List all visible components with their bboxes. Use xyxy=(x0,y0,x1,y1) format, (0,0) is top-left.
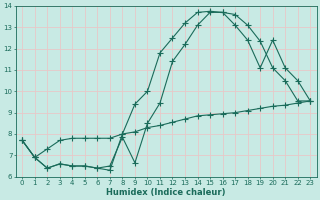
X-axis label: Humidex (Indice chaleur): Humidex (Indice chaleur) xyxy=(107,188,226,197)
